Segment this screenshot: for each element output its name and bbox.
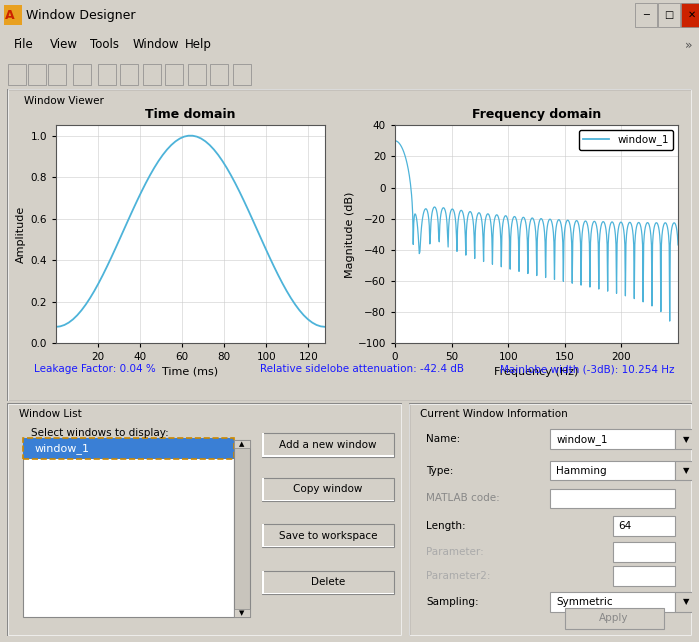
Bar [233, 64, 251, 85]
Text: Add a new window: Add a new window [279, 440, 377, 450]
Bar [23, 440, 234, 617]
Bar [565, 608, 664, 629]
Bar [261, 571, 394, 594]
Bar [143, 64, 161, 85]
Y-axis label: Magnitude (dB): Magnitude (dB) [345, 191, 355, 277]
Text: »: » [685, 39, 693, 51]
Bar [261, 478, 264, 501]
Bar [261, 524, 264, 547]
Bar [261, 546, 394, 547]
Text: ▼: ▼ [683, 435, 690, 444]
Bar [613, 566, 675, 586]
Text: 64: 64 [619, 521, 632, 532]
Bar [234, 440, 250, 449]
Text: Length:: Length: [426, 521, 466, 532]
Bar [234, 609, 250, 617]
Bar [261, 433, 264, 456]
Bar [261, 433, 394, 456]
Text: Tools: Tools [90, 39, 119, 51]
Text: Hamming: Hamming [556, 465, 607, 476]
Text: window_1: window_1 [35, 443, 89, 454]
Bar [261, 571, 264, 594]
Bar [73, 64, 91, 85]
X-axis label: Frequency (Hz): Frequency (Hz) [494, 367, 579, 377]
Bar [613, 542, 675, 562]
Bar [681, 3, 699, 27]
Text: Window Viewer: Window Viewer [24, 96, 104, 107]
Text: ▼: ▼ [683, 598, 690, 607]
Bar [4, 5, 22, 25]
Text: Symmetric: Symmetric [556, 597, 613, 607]
Bar [551, 461, 675, 480]
Bar [98, 64, 116, 85]
Text: Relative sidelobe attenuation: -42.4 dB: Relative sidelobe attenuation: -42.4 dB [261, 365, 464, 374]
Text: Parameter:: Parameter: [426, 547, 484, 557]
Bar [261, 478, 394, 501]
Text: Select windows to display:: Select windows to display: [31, 428, 168, 438]
Bar [120, 64, 138, 85]
Text: Help: Help [185, 39, 212, 51]
Text: File: File [14, 39, 34, 51]
Text: Leakage Factor: 0.04 %: Leakage Factor: 0.04 % [34, 365, 156, 374]
Text: Window: Window [133, 39, 180, 51]
Bar [23, 438, 234, 459]
X-axis label: Time (ms): Time (ms) [162, 367, 219, 377]
Bar [658, 3, 680, 27]
Bar [28, 64, 46, 85]
Text: ▲: ▲ [239, 442, 245, 447]
Bar [188, 64, 206, 85]
Text: Apply: Apply [600, 613, 629, 623]
Bar [613, 516, 675, 536]
Text: ▼: ▼ [239, 610, 245, 616]
Text: Window Designer: Window Designer [26, 8, 136, 22]
Bar [261, 455, 394, 456]
Text: View: View [50, 39, 78, 51]
Bar [675, 592, 698, 612]
Bar [210, 64, 228, 85]
Text: □: □ [664, 10, 674, 20]
Legend: window_1: window_1 [579, 130, 673, 150]
Text: A: A [5, 8, 15, 22]
Bar [551, 429, 675, 449]
Text: Window List: Window List [19, 409, 82, 419]
Bar [675, 429, 698, 449]
Bar [635, 3, 657, 27]
Title: Time domain: Time domain [145, 108, 236, 121]
Text: Sampling:: Sampling: [426, 597, 479, 607]
Bar [8, 64, 26, 85]
Bar [551, 489, 675, 508]
Text: Type:: Type: [426, 465, 453, 476]
Text: Name:: Name: [426, 434, 460, 444]
Text: window_1: window_1 [556, 434, 607, 445]
Text: MATLAB code:: MATLAB code: [426, 494, 500, 503]
Text: ─: ─ [643, 10, 649, 20]
Text: Copy window: Copy window [293, 484, 363, 494]
Text: ✕: ✕ [688, 10, 696, 20]
Title: Frequency domain: Frequency domain [472, 108, 601, 121]
Bar [234, 440, 250, 617]
Bar [551, 592, 675, 612]
Bar [165, 64, 183, 85]
Text: Current Window Information: Current Window Information [420, 409, 568, 419]
Text: ▼: ▼ [683, 466, 690, 475]
Bar [261, 524, 394, 547]
Bar [261, 593, 394, 594]
Bar [675, 461, 698, 480]
Y-axis label: Amplitude: Amplitude [16, 205, 27, 263]
Text: Mainlobe width (-3dB): 10.254 Hz: Mainlobe width (-3dB): 10.254 Hz [500, 365, 675, 374]
Text: Parameter2:: Parameter2: [426, 571, 491, 581]
Bar [261, 499, 394, 501]
Text: Delete: Delete [311, 577, 345, 587]
Bar [48, 64, 66, 85]
Text: Save to workspace: Save to workspace [279, 531, 377, 541]
